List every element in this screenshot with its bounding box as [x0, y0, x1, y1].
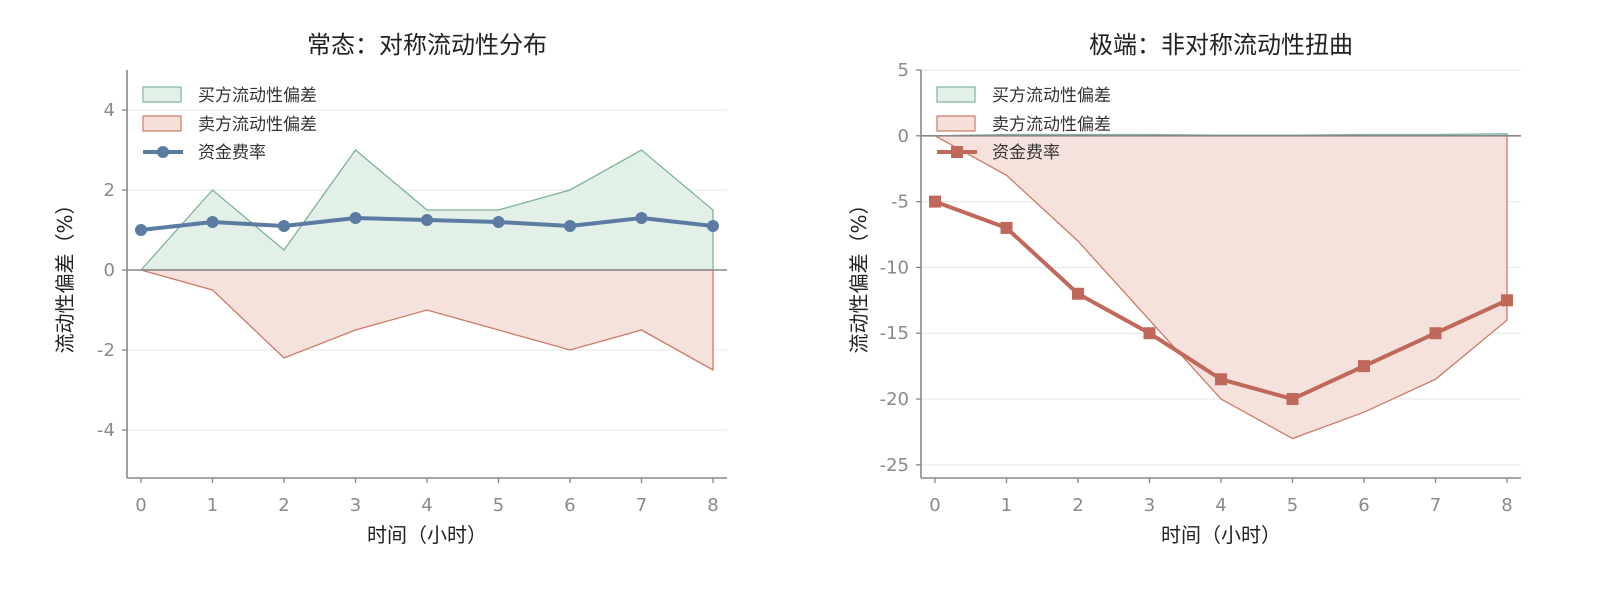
funding-rate-point: [1501, 294, 1513, 307]
legend-swatch-sell: [936, 115, 976, 132]
y-tick-label: 4: [104, 100, 115, 121]
buy-liquidity-area: [139, 149, 714, 271]
legend-swatch-funding-marker: [157, 146, 169, 158]
x-tick-label: 1: [1001, 495, 1012, 516]
funding-rate-point: [206, 216, 219, 228]
x-tick-label: 0: [929, 495, 940, 516]
y-axis-label: 流动性偏差（%）: [53, 194, 77, 353]
x-tick-label: 6: [564, 495, 575, 516]
funding-rate-point: [707, 220, 719, 232]
legend-label-buy: 买方流动性偏差: [992, 86, 1111, 106]
funding-rate-point: [349, 212, 362, 224]
legend-label-sell: 卖方流动性偏差: [198, 115, 317, 135]
chart-title: 极端：非对称流动性扭曲: [1089, 31, 1353, 59]
chart-title: 常态：对称流动性分布: [307, 31, 547, 59]
funding-rate-point: [635, 212, 648, 224]
sell-liquidity-area: [140, 269, 714, 372]
funding-rate-point: [1143, 327, 1156, 340]
legend-label-sell: 卖方流动性偏差: [992, 115, 1111, 135]
y-tick-label: -10: [880, 257, 909, 278]
x-tick-label: 2: [278, 495, 289, 516]
x-tick-label: 3: [350, 495, 361, 516]
y-tick-label: 0: [898, 126, 909, 147]
y-tick-label: 2: [104, 180, 115, 201]
x-tick-label: 0: [135, 495, 146, 516]
y-tick-label: -20: [880, 389, 909, 410]
x-tick-label: 8: [707, 495, 718, 516]
y-tick-label: -5: [891, 192, 909, 213]
x-tick-label: 2: [1072, 495, 1083, 516]
y-tick-label: -25: [880, 455, 909, 476]
legend-label-buy: 买方流动性偏差: [198, 86, 317, 106]
x-tick-label: 8: [1501, 495, 1512, 516]
legend-swatch-buy: [142, 86, 182, 103]
x-tick-label: 6: [1358, 495, 1369, 516]
x-tick-label: 5: [493, 495, 504, 516]
funding-rate-point: [1072, 287, 1084, 300]
funding-rate-point: [492, 216, 505, 228]
funding-rate-point: [564, 220, 576, 232]
x-tick-label: 4: [421, 495, 432, 516]
x-tick-label: 4: [1215, 495, 1226, 516]
x-tick-label: 5: [1287, 495, 1298, 516]
funding-rate-point: [1429, 327, 1442, 340]
y-tick-label: -4: [97, 420, 115, 441]
x-axis-label: 时间（小时）: [367, 523, 487, 547]
funding-rate-point: [929, 195, 941, 208]
y-tick-label: -2: [97, 340, 115, 361]
y-axis-label: 流动性偏差（%）: [847, 194, 871, 353]
funding-rate-point: [421, 214, 433, 226]
y-tick-label: -15: [880, 323, 909, 344]
y-tick-label: 0: [104, 260, 115, 281]
legend-swatch-funding-marker: [951, 146, 963, 158]
funding-rate-point: [1215, 373, 1227, 386]
legend-label-funding: 资金费率: [198, 143, 266, 163]
sell-liquidity-area: [934, 135, 1508, 440]
legend-swatch-buy: [936, 86, 976, 103]
x-tick-label: 7: [636, 495, 647, 516]
funding-rate-point: [1358, 360, 1370, 373]
x-tick-label: 7: [1430, 495, 1441, 516]
funding-rate-point: [1286, 393, 1299, 406]
funding-rate-point: [1000, 221, 1013, 234]
x-tick-label: 3: [1144, 495, 1155, 516]
legend-label-funding: 资金费率: [992, 143, 1060, 163]
y-tick-label: 5: [898, 60, 909, 81]
legend-swatch-sell: [142, 115, 182, 132]
x-tick-label: 1: [207, 495, 218, 516]
chart-panel-2: -25 -20 -15 -10 -5 0 5 0 1 2 3 4 5 6 7 8 极端：非对称流动性扭曲时间（小…: [847, 31, 1521, 547]
funding-rate-point: [135, 224, 147, 236]
funding-rate-point: [278, 220, 290, 232]
x-axis-label: 时间（小时）: [1161, 523, 1281, 547]
